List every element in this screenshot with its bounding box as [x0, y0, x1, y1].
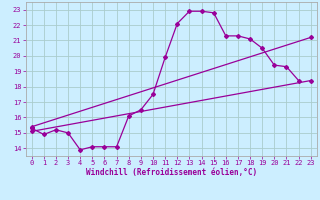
X-axis label: Windchill (Refroidissement éolien,°C): Windchill (Refroidissement éolien,°C): [86, 168, 257, 177]
